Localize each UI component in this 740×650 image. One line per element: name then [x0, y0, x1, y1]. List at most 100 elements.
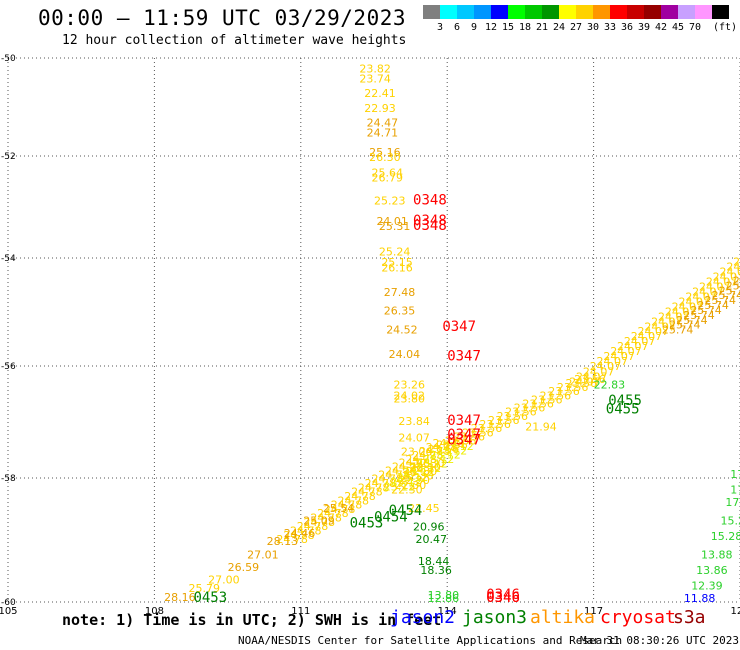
pass-time-label: 0346: [486, 590, 520, 606]
wave-height-label: 25.24: [379, 245, 411, 258]
track-value-label: 24.78: [405, 453, 437, 466]
legend-s3a: s3a: [673, 607, 706, 628]
track-value-label: 24.78: [433, 437, 465, 450]
track-value-label: 22.30: [406, 465, 438, 478]
track-value-label: 23.56: [479, 418, 511, 431]
track-value-label: 24.78: [351, 486, 383, 499]
wave-height-label: 24.07: [398, 432, 430, 445]
scale-label: 39: [637, 22, 651, 33]
scale-label: 12: [484, 22, 498, 33]
wave-height-label: 27.01: [247, 549, 279, 562]
track-value-label: 24.07: [733, 256, 740, 269]
scale-label: 21: [535, 22, 549, 33]
track-value-label: 24.07: [576, 370, 608, 383]
track-value-label: 22.30: [398, 474, 430, 487]
track-value-label: 24.78: [304, 516, 336, 529]
wave-height-label: 22.93: [364, 102, 396, 115]
lon-tick-label: 111: [291, 606, 310, 617]
track-value-label: 23.56: [557, 381, 589, 394]
wave-height-label: 20.96: [413, 521, 445, 534]
track-value-label: 23.12: [390, 476, 422, 489]
track-value-label: 25.74: [712, 289, 740, 302]
track-value-label: 23.56: [514, 402, 546, 415]
wave-height-label: 25.09: [303, 515, 335, 528]
wave-height-label: 26.35: [384, 305, 416, 318]
track-value-label: 24.78: [344, 490, 376, 503]
track-value-label: 25.74: [733, 275, 740, 288]
track-value-label: 23.56: [445, 435, 477, 448]
wave-height-label: 15.27: [720, 515, 740, 528]
legend-jason2: jason2: [390, 607, 456, 628]
track-value-label: 24.78: [290, 524, 322, 537]
scale-swatch-8: [559, 5, 576, 19]
track-value-label: 23.56: [574, 373, 606, 386]
track-value-label: 23.56: [505, 406, 537, 419]
track-value-label: 22.30: [402, 470, 434, 483]
track-value-label: 25.74: [690, 304, 722, 317]
legend-altika: altika: [530, 607, 596, 628]
track-value-label: 24.78: [419, 445, 451, 458]
track-value-label: 24.78: [276, 533, 308, 546]
track-value-label: 24.07: [617, 340, 649, 353]
wave-height-label: 12.86: [428, 592, 460, 605]
wave-height-label: 26.30: [369, 151, 401, 164]
scale-label: 45: [671, 22, 685, 33]
track-value-label: 24.78: [371, 473, 403, 486]
track-value-label: 23.12: [436, 444, 468, 457]
pass-time-label: 0346: [486, 590, 520, 606]
scale-label: 6: [453, 22, 461, 33]
track-value-label: 24.07: [658, 310, 690, 323]
track-value-label: 24.78: [412, 449, 444, 462]
track-value-label: 25.74: [697, 299, 729, 312]
track-value-label: 24.07: [569, 376, 601, 389]
pass-time-label: 0347: [447, 432, 481, 448]
track-value-label: 24.07: [699, 281, 731, 294]
wave-height-label: 23.80: [394, 392, 426, 405]
legend-jason3: jason3: [462, 607, 528, 628]
wave-height-label: 20.47: [415, 533, 447, 546]
lat-tick-label: -56: [1, 362, 16, 372]
lat-tick-label: -54: [1, 254, 16, 264]
track-value-label: 23.56: [454, 430, 486, 443]
credit-line: NOAA/NESDIS Center for Satellite Applica…: [238, 634, 623, 647]
scale-swatch-0: [423, 5, 440, 19]
scale-swatch-17: [712, 5, 729, 19]
track-value-label: 22.30: [413, 457, 445, 470]
wave-height-label: 12.39: [691, 580, 723, 593]
scale-label: 3: [436, 22, 444, 33]
scale-swatch-4: [491, 5, 508, 19]
track-value-label: 23.12: [384, 480, 416, 493]
page-subtitle: 12 hour collection of altimeter wave hei…: [62, 33, 407, 48]
track-value-label: 24.07: [685, 290, 717, 303]
wave-height-label: 17.3: [725, 496, 740, 509]
wave-height-label: 17.: [730, 468, 740, 481]
scale-swatch-15: [678, 5, 695, 19]
pass-time-label: 0347: [442, 319, 476, 335]
wave-height-label: 25.16: [369, 146, 401, 159]
track-value-label: 23.12: [429, 449, 461, 462]
track-value-label: 24.78: [310, 512, 342, 525]
lon-tick-label: 108: [145, 606, 164, 617]
track-value-label: 24.78: [385, 464, 417, 477]
track-value-label: 24.78: [331, 499, 363, 512]
wave-height-label: 23.06: [401, 446, 433, 459]
scale-swatch-3: [474, 5, 491, 19]
wave-height-label: 25.15: [381, 256, 413, 269]
wave-height-label: 26.59: [228, 561, 260, 574]
track-value-label: 24.78: [297, 520, 329, 533]
track-value-label: 25.74: [669, 319, 701, 332]
wave-height-label: 24.71: [367, 126, 399, 139]
track-value-label: 24.07: [583, 365, 615, 378]
scale-label: 15: [501, 22, 515, 33]
track-value-label: 24.07: [713, 271, 740, 284]
track-value-label: 23.12: [397, 471, 429, 484]
pass-time-label: 0455: [606, 402, 640, 418]
wave-height-label: 17.: [730, 484, 740, 497]
footer-note: note: 1) Time is in UTC; 2) SWH is in fe…: [62, 611, 442, 629]
track-value-label: 24.07: [651, 315, 683, 328]
scale-label: 24: [552, 22, 566, 33]
track-value-label: 22.30: [409, 461, 441, 474]
satellite-tracks: 24.7824.7824.7824.7824.7824.7824.7824.78…: [276, 256, 740, 546]
track-value-label: 24.07: [644, 320, 676, 333]
track-value-label: 24.07: [597, 355, 629, 368]
